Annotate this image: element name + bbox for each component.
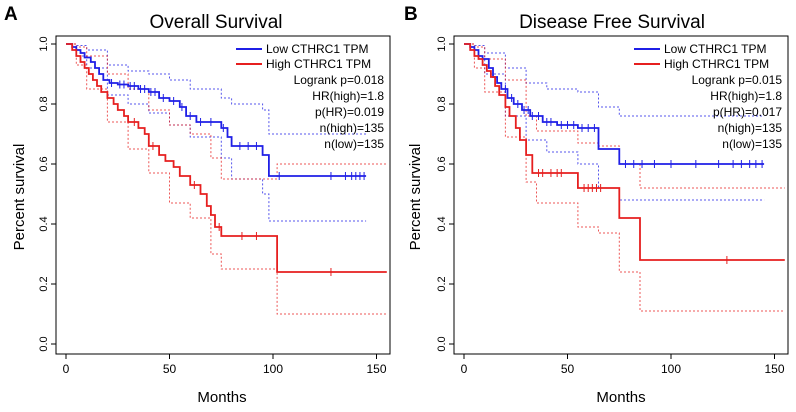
plot-frame <box>453 35 789 355</box>
y-tick-label: 0.4 <box>436 216 448 231</box>
ci-upper-low <box>464 43 765 117</box>
x-tick-label: 100 <box>661 362 681 376</box>
chart-title: Overall Survival <box>149 12 282 33</box>
y-axis-label: Percent survival <box>11 144 28 251</box>
axis-ticks: 0.0 0.2 0.4 0.6 0.8 1.0 0 50 100 150 <box>436 36 785 376</box>
x-tick-label: 150 <box>764 362 784 376</box>
y-tick-label: 0.8 <box>38 96 50 111</box>
survival-curves <box>464 43 785 264</box>
panel-label: A <box>4 4 18 25</box>
stat-n-low: n(low)=135 <box>324 137 384 151</box>
y-tick-label: 1.0 <box>436 36 448 51</box>
y-tick-label: 0.6 <box>38 156 50 171</box>
y-axis-label: Percent survival <box>407 144 424 251</box>
y-tick-label: 0.0 <box>436 336 448 351</box>
y-tick-label: 0.2 <box>436 276 448 291</box>
y-tick-label: 0.4 <box>38 216 50 231</box>
x-tick-label: 50 <box>163 362 177 376</box>
stat-p-hr: p(HR)=0.019 <box>315 105 384 119</box>
y-tick-label: 0.0 <box>38 336 50 351</box>
survival-curve-low <box>464 43 765 165</box>
panel-label: B <box>404 4 418 25</box>
x-axis-label: Months <box>197 389 246 406</box>
legend-entry-low: Low CTHRC1 TPM <box>664 42 766 56</box>
plot-frame <box>55 35 391 355</box>
panel-overall-survival: A Overall Survival Percent survival Mont… <box>4 4 391 406</box>
x-tick-label: 150 <box>366 362 386 376</box>
legend-entry-high: High CTHRC1 TPM <box>266 57 371 71</box>
y-tick-label: 0.8 <box>436 96 448 111</box>
ci-lower-high <box>464 43 785 312</box>
axis-ticks: 0.0 0.2 0.4 0.6 0.8 1.0 0 50 100 150 <box>38 36 387 376</box>
ci-upper-high <box>66 43 387 180</box>
chart-title: Disease Free Survival <box>519 12 705 33</box>
legend-entry-high: High CTHRC1 TPM <box>664 57 769 71</box>
y-tick-label: 1.0 <box>38 36 50 51</box>
survival-curve-high <box>464 43 785 261</box>
stat-logrank: Logrank p=0.015 <box>692 73 783 87</box>
stat-p-hr: p(HR)=0.017 <box>713 105 782 119</box>
ci-lower-high <box>66 43 387 315</box>
panel-disease-free-survival: B Disease Free Survival Percent survival… <box>404 4 789 406</box>
x-tick-label: 0 <box>63 362 70 376</box>
survival-curve-high <box>66 43 387 273</box>
stat-logrank: Logrank p=0.018 <box>294 73 385 87</box>
y-tick-label: 0.2 <box>38 276 50 291</box>
x-tick-label: 0 <box>461 362 468 376</box>
stat-hr: HR(high)=1.8 <box>312 89 384 103</box>
survival-curves <box>66 43 387 276</box>
x-axis-label: Months <box>596 389 645 406</box>
x-tick-label: 100 <box>263 362 283 376</box>
legend: Low CTHRC1 TPM High CTHRC1 TPM Logrank p… <box>236 42 384 151</box>
stat-n-low: n(low)=135 <box>722 137 782 151</box>
stat-hr: HR(high)=1.8 <box>710 89 782 103</box>
survival-curve-low <box>66 43 367 177</box>
stat-n-high: n(high)=135 <box>718 121 783 135</box>
stat-n-high: n(high)=135 <box>320 121 385 135</box>
x-tick-label: 50 <box>561 362 575 376</box>
confidence-bands <box>66 43 387 315</box>
legend-entry-low: Low CTHRC1 TPM <box>266 42 368 56</box>
y-tick-label: 0.6 <box>436 156 448 171</box>
legend: Low CTHRC1 TPM High CTHRC1 TPM Logrank p… <box>634 42 782 151</box>
